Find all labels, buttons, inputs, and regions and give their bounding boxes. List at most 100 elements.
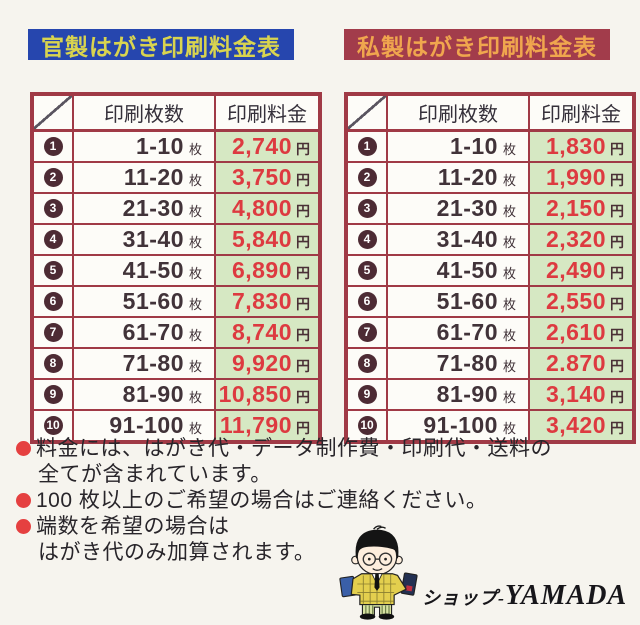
row-number-badge: 1 — [43, 137, 63, 156]
row-number-cell: 1 — [345, 129, 388, 163]
table-row: 9 81-90 枚 3,140 円 — [345, 378, 635, 411]
print-price-cell: 7,830 円 — [214, 285, 321, 318]
row-number-cell: 2 — [345, 161, 388, 194]
note-line: 全てが含まれています。 — [16, 462, 552, 488]
row-number-cell: 3 — [345, 192, 388, 225]
row-number-badge: 4 — [357, 230, 377, 249]
note-text: 端数を希望の場合は — [36, 515, 230, 538]
row-number-cell: 5 — [31, 254, 74, 287]
private-postcard-table-title: 私製はがき印刷料金表 — [344, 29, 610, 60]
notes-list: 料金には、はがき代・データ制作費・印刷代・送料の 全てが含まれています。 100 枚… — [16, 436, 552, 566]
table-row: 2 11-20 枚 1,990 円 — [345, 161, 635, 194]
print-price-cell: 2,320 円 — [528, 223, 635, 256]
bullet-icon — [16, 519, 31, 534]
print-price-cell: 2,550 円 — [528, 285, 635, 318]
print-quantity-cell: 31-40 枚 — [386, 223, 530, 256]
row-number-badge: 10 — [43, 416, 63, 435]
print-price-cell: 8,740 円 — [214, 316, 321, 349]
print-price-cell: 2.870 円 — [528, 347, 635, 380]
print-price-cell: 1,990 円 — [528, 161, 635, 194]
note-line: 100 枚以上のご希望の場合はご連絡ください。 — [16, 488, 552, 514]
row-number-cell: 7 — [345, 316, 388, 349]
table-row: 4 31-40 枚 2,320 円 — [345, 223, 635, 256]
row-number-badge: 5 — [43, 261, 63, 280]
table-row: 6 51-60 枚 7,830 円 — [31, 285, 321, 318]
row-number-cell: 1 — [31, 129, 74, 163]
print-price-cell: 10,850 円 — [214, 378, 321, 411]
print-price-cell: 3,750 円 — [214, 161, 321, 194]
note-text: 全てが含まれています。 — [38, 463, 272, 486]
row-number-badge: 9 — [43, 385, 63, 404]
print-quantity-cell: 71-80 枚 — [72, 347, 216, 380]
table-row: 9 81-90 枚 10,850 円 — [31, 378, 321, 411]
price-column-header: 印刷料金 — [214, 93, 321, 132]
row-number-cell: 5 — [345, 254, 388, 287]
row-number-cell: 9 — [31, 378, 74, 411]
print-quantity-cell: 61-70 枚 — [386, 316, 530, 349]
print-price-cell: 2,610 円 — [528, 316, 635, 349]
table-row: 2 11-20 枚 3,750 円 — [31, 161, 321, 194]
row-number-cell: 2 — [31, 161, 74, 194]
table-row: 10 91-100 枚 3,420 円 — [345, 409, 635, 443]
private-price-table: 印刷枚数 印刷料金 1 1-10 枚 1,830 円 2 11-20 枚 1,990 円 3 21-3… — [344, 92, 636, 444]
print-price-cell: 1,830 円 — [528, 129, 635, 163]
print-quantity-cell: 1-10 枚 — [386, 129, 530, 163]
table-header-row: 印刷枚数 印刷料金 — [345, 93, 635, 132]
row-number-badge: 3 — [43, 199, 63, 218]
diagonal-corner-cell — [345, 93, 388, 132]
print-price-cell: 4,800 円 — [214, 192, 321, 225]
row-number-cell: 10 — [31, 409, 74, 443]
bullet-icon — [16, 493, 31, 508]
table-header-row: 印刷枚数 印刷料金 — [31, 93, 321, 132]
note-text: はがき代のみ加算されます。 — [38, 541, 316, 564]
print-quantity-cell: 41-50 枚 — [386, 254, 530, 287]
table-row: 1 1-10 枚 2,740 円 — [31, 129, 321, 163]
shop-name-prefix: ショップ- — [422, 588, 505, 608]
row-number-badge: 7 — [357, 323, 377, 342]
print-quantity-cell: 11-20 枚 — [386, 161, 530, 194]
row-number-cell: 3 — [31, 192, 74, 225]
qty-column-header: 印刷枚数 — [72, 93, 216, 132]
print-price-cell: 2,490 円 — [528, 254, 635, 287]
print-price-cell: 3,140 円 — [528, 378, 635, 411]
table-row: 6 51-60 枚 2,550 円 — [345, 285, 635, 318]
row-number-badge: 6 — [357, 292, 377, 311]
row-number-badge: 8 — [357, 354, 377, 373]
row-number-badge: 5 — [357, 261, 377, 280]
print-quantity-cell: 11-20 枚 — [72, 161, 216, 194]
print-quantity-cell: 21-30 枚 — [386, 192, 530, 225]
note-line: 料金には、はがき代・データ制作費・印刷代・送料の — [16, 436, 552, 462]
table-row: 8 71-80 枚 9,920 円 — [31, 347, 321, 380]
note-text: 料金には、はがき代・データ制作費・印刷代・送料の — [36, 437, 552, 460]
print-quantity-cell: 51-60 枚 — [386, 285, 530, 318]
row-number-cell: 10 — [345, 409, 388, 443]
print-quantity-cell: 81-90 枚 — [386, 378, 530, 411]
row-number-cell: 7 — [31, 316, 74, 349]
print-quantity-cell: 31-40 枚 — [72, 223, 216, 256]
print-price-cell: 5,840 円 — [214, 223, 321, 256]
row-number-cell: 8 — [345, 347, 388, 380]
note-line: はがき代のみ加算されます。 — [16, 540, 552, 566]
note-item: 端数を希望の場合ははがき代のみ加算されます。 — [16, 514, 552, 566]
table-row: 8 71-80 枚 2.870 円 — [345, 347, 635, 380]
row-number-badge: 2 — [43, 168, 63, 187]
shop-name-main: YAMADA — [505, 580, 628, 611]
print-quantity-cell: 81-90 枚 — [72, 378, 216, 411]
print-price-cell: 11,790 円 — [214, 409, 321, 443]
table-row: 3 21-30 枚 2,150 円 — [345, 192, 635, 225]
row-number-badge: 9 — [357, 385, 377, 404]
table-row: 5 41-50 枚 2,490 円 — [345, 254, 635, 287]
shop-mascot-illustration — [330, 524, 424, 620]
print-price-cell: 2,740 円 — [214, 129, 321, 163]
official-postcard-table-title: 官製はがき印刷料金表 — [28, 29, 294, 60]
print-quantity-cell: 91-100 枚 — [72, 409, 216, 443]
row-number-cell: 6 — [345, 285, 388, 318]
row-number-badge: 6 — [43, 292, 63, 311]
note-line: 端数を希望の場合は — [16, 514, 552, 540]
diagonal-corner-cell — [31, 93, 74, 132]
note-text: 100 枚以上のご希望の場合はご連絡ください。 — [36, 489, 488, 512]
row-number-badge: 3 — [357, 199, 377, 218]
table-row: 3 21-30 枚 4,800 円 — [31, 192, 321, 225]
print-quantity-cell: 61-70 枚 — [72, 316, 216, 349]
table-row: 7 61-70 枚 8,740 円 — [31, 316, 321, 349]
